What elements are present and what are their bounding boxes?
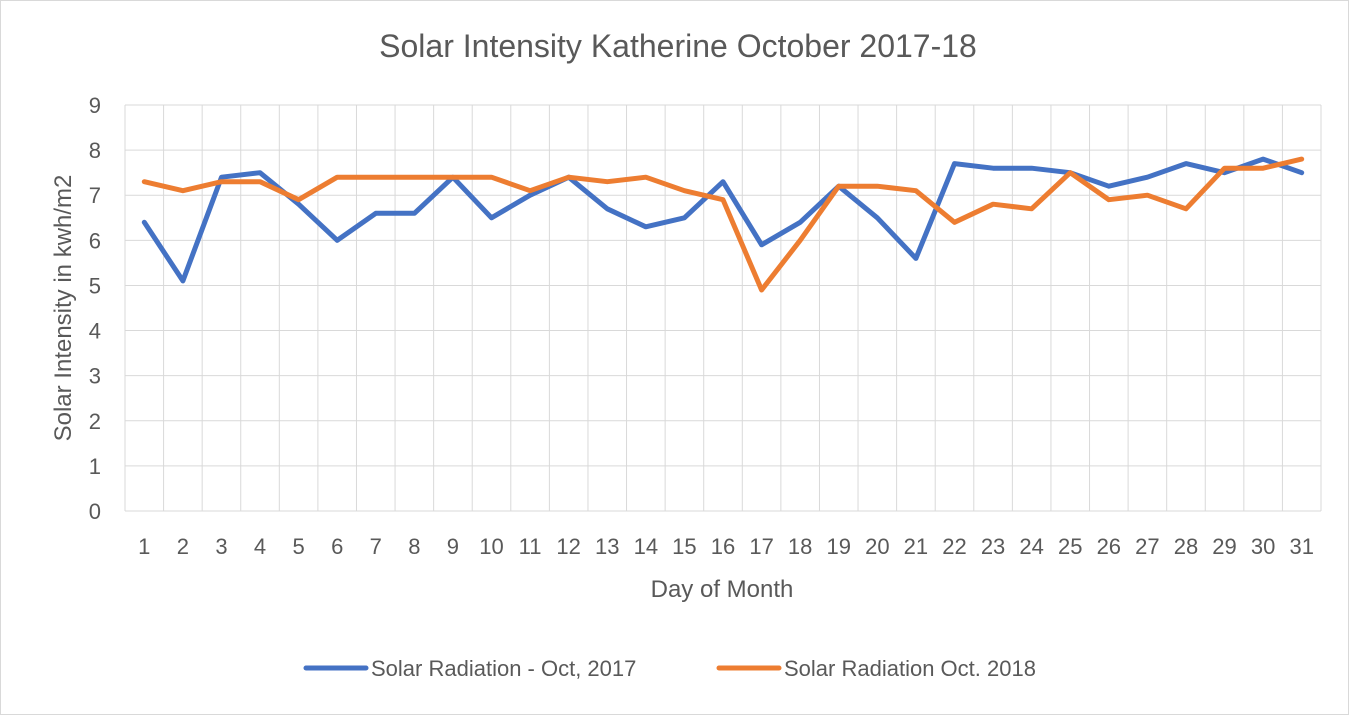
x-tick-label: 10: [479, 534, 503, 559]
x-tick-label: 25: [1058, 534, 1082, 559]
x-tick-label: 1: [138, 534, 150, 559]
x-tick-label: 12: [556, 534, 580, 559]
x-tick-label: 7: [370, 534, 382, 559]
x-tick-label: 17: [749, 534, 773, 559]
x-tick-label: 18: [788, 534, 812, 559]
y-tick-label: 7: [89, 183, 101, 208]
legend-label: Solar Radiation Oct. 2018: [784, 656, 1036, 681]
x-tick-label: 15: [672, 534, 696, 559]
x-tick-label: 16: [711, 534, 735, 559]
x-tick-label: 26: [1097, 534, 1121, 559]
x-tick-label: 29: [1212, 534, 1236, 559]
legend-label: Solar Radiation - Oct, 2017: [371, 656, 636, 681]
x-tick-label: 30: [1251, 534, 1275, 559]
y-tick-label: 9: [89, 93, 101, 118]
x-tick-label: 5: [292, 534, 304, 559]
x-tick-label: 21: [904, 534, 928, 559]
x-tick-label: 23: [981, 534, 1005, 559]
y-axis-label: Solar Intensity in kwh/m2: [50, 175, 77, 442]
series-line-2: [141, 156, 1305, 293]
y-tick-label: 0: [89, 499, 101, 524]
y-tick-label: 8: [89, 138, 101, 163]
y-tick-label: 2: [89, 409, 101, 434]
y-tick-label: 1: [89, 454, 101, 479]
legend-item-2: Solar Radiation Oct. 2018: [716, 656, 1036, 681]
y-tick-label: 4: [89, 319, 101, 344]
x-axis-label: Day of Month: [651, 576, 794, 603]
x-tick-label: 9: [447, 534, 459, 559]
x-tick-label: 31: [1289, 534, 1313, 559]
chart-title: Solar Intensity Katherine October 2017-1…: [379, 28, 977, 64]
x-tick-label: 6: [331, 534, 343, 559]
x-tick-label: 13: [595, 534, 619, 559]
x-tick-label: 22: [942, 534, 966, 559]
x-tick-label: 11: [519, 534, 542, 559]
y-tick-label: 3: [89, 364, 101, 389]
x-tick-label: 3: [215, 534, 227, 559]
x-tick-label: 4: [254, 534, 266, 559]
x-tick-label: 20: [865, 534, 889, 559]
x-tick-label: 19: [826, 534, 850, 559]
x-tick-label: 28: [1174, 534, 1198, 559]
x-tick-label: 24: [1019, 534, 1043, 559]
series-line-1: [141, 156, 1305, 284]
x-tick-label: 2: [177, 534, 189, 559]
x-tick-label: 8: [408, 534, 420, 559]
y-tick-label: 6: [89, 228, 101, 253]
y-tick-label: 5: [89, 273, 101, 298]
y-axis-ticks: 0 1 2 3 4 5 6 7 8 9: [89, 93, 101, 524]
legend-item-1: Solar Radiation - Oct, 2017: [303, 656, 636, 681]
legend: Solar Radiation - Oct, 2017 Solar Radiati…: [303, 656, 1036, 681]
gridlines: [124, 104, 1322, 512]
x-tick-label: 27: [1135, 534, 1159, 559]
x-tick-label: 14: [634, 534, 658, 559]
x-axis-ticks: 1 2 3 4 5 6 7 8 9 10 11 12 13 14 15 16 17 18 19 20 21 22 23 24 2…: [138, 534, 1314, 559]
series-lines: [141, 156, 1305, 293]
